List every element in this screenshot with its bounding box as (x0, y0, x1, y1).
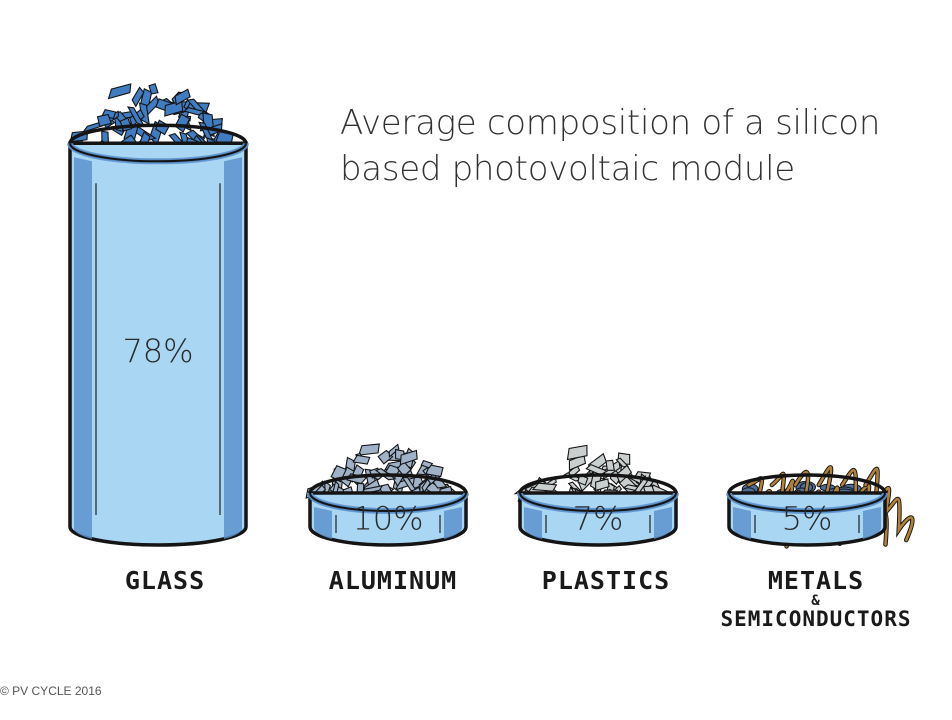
category-label-glass: GLASS (124, 566, 206, 595)
category-label-ampersand: & (811, 593, 821, 609)
copyright-credit: © PV CYCLE 2016 (0, 684, 102, 698)
category-label-aluminum: ALUMINUM (328, 566, 458, 595)
category-label-semiconductors: SEMICONDUCTORS (720, 607, 912, 631)
category-label-metals: METALS & SEMICONDUCTORS (706, 566, 926, 631)
category-label-plastics: PLASTICS (541, 566, 671, 595)
bar-plastics: 7% (513, 444, 679, 547)
bar-aluminum: 10% (305, 443, 469, 547)
chart-title: Average composition of a silicon based p… (340, 103, 881, 189)
bar-metals: 5% (726, 465, 915, 549)
value-label-aluminum: 10% (352, 500, 423, 538)
value-label-glass: 78% (122, 332, 193, 370)
value-label-metals: 5% (782, 500, 833, 538)
value-label-plastics: 7% (573, 500, 624, 538)
bar-glass: 78% (67, 83, 249, 547)
